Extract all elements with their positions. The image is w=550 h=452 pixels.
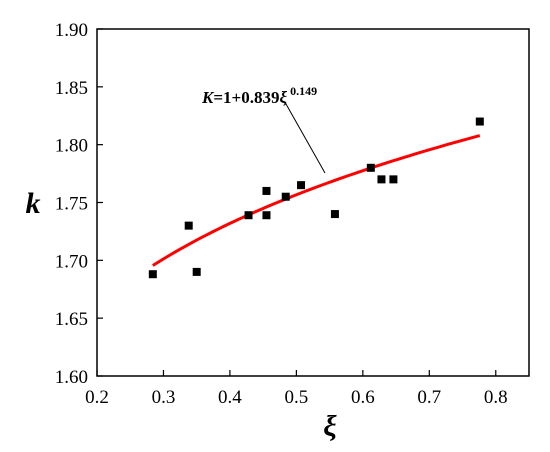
data-point <box>262 186 271 195</box>
annotation-leader-line <box>285 103 326 174</box>
data-point <box>475 117 484 126</box>
data-point <box>297 181 306 190</box>
data-point <box>281 192 290 201</box>
x-tick-label: 0.4 <box>218 387 242 408</box>
x-tick-label: 0.2 <box>85 387 109 408</box>
y-tick-label: 1.85 <box>55 78 88 99</box>
data-point <box>377 175 386 184</box>
fit-equation: K=1+0.839ξ 0.149 <box>201 84 317 107</box>
x-tick-label: 0.3 <box>152 387 176 408</box>
y-tick-label: 1.70 <box>55 251 88 272</box>
plot-frame <box>96 28 530 377</box>
data-point <box>389 175 398 184</box>
data-point <box>184 221 193 230</box>
data-point <box>330 210 339 219</box>
y-tick-label: 1.80 <box>55 136 88 157</box>
fit-curve <box>152 134 481 267</box>
equation-variable: ξ <box>279 88 287 107</box>
data-point <box>244 211 253 220</box>
y-axis-label: k <box>26 187 41 220</box>
data-point <box>366 163 375 172</box>
y-tick-label: 1.75 <box>55 194 88 215</box>
equation-body: =1+0.839 <box>213 88 279 107</box>
x-tick-label: 0.6 <box>351 387 375 408</box>
equation-lhs: K <box>201 88 215 107</box>
y-tick-label: 1.60 <box>55 367 88 388</box>
data-point <box>192 267 201 276</box>
x-axis-label: ξ <box>323 410 337 443</box>
equation-exponent: 0.149 <box>290 84 317 98</box>
x-tick-label: 0.7 <box>417 387 441 408</box>
x-tick-label: 0.5 <box>285 387 309 408</box>
x-tick-label: 0.8 <box>484 387 508 408</box>
y-tick-label: 1.90 <box>55 20 88 41</box>
data-point <box>262 211 271 220</box>
y-tick-label: 1.65 <box>55 309 88 330</box>
data-point <box>148 270 157 279</box>
